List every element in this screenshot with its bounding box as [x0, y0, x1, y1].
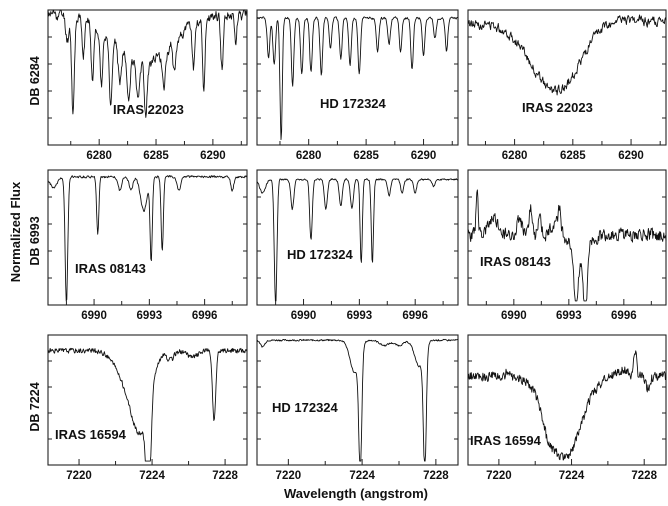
x-tick-label: 6996: [402, 310, 428, 322]
y-axis-label: Normalized Flux: [8, 181, 23, 282]
spectrum-line: [256, 16, 459, 141]
x-tick-label: 6285: [353, 150, 379, 162]
panel-2-2: 7220 7224 7228 IRAS 16594: [467, 334, 667, 482]
panel-frame: [47, 169, 248, 306]
row-label-db-6284: DB 6284: [28, 56, 42, 105]
x-tick-label: 6993: [347, 310, 373, 322]
spectrum-line: [467, 189, 667, 302]
x-tick-label: 7228: [631, 470, 657, 482]
x-tick-label: 6990: [81, 310, 107, 322]
x-tick-label: 7224: [559, 470, 585, 482]
panel-title: IRAS 16594: [470, 433, 542, 448]
panel-frame: [467, 9, 667, 146]
x-tick-label: 6990: [291, 310, 317, 322]
panel-frame: [256, 169, 459, 306]
x-tick-label: 7220: [486, 470, 512, 482]
x-tick-label: 6285: [560, 150, 586, 162]
x-tick-label: 6285: [143, 150, 169, 162]
panel-frame: [47, 334, 248, 466]
panel-frame: [47, 9, 248, 146]
x-tick-label: 6280: [502, 150, 528, 162]
panel-2-1: 7220 7224 7228 HD 172324: [256, 334, 459, 482]
panel-title: HD 172324: [287, 247, 354, 262]
panel-0-2: 6280 6285 6290 IRAS 22023: [467, 9, 667, 162]
spectrum-line: [256, 178, 459, 302]
x-tick-label: 6993: [137, 310, 163, 322]
panel-title: IRAS 08143: [480, 254, 551, 269]
x-tick-label: 6996: [611, 310, 637, 322]
spectrum-line: [47, 347, 248, 462]
spectrum-line: [47, 9, 248, 118]
x-axis-label: Wavelength (angstrom): [284, 486, 428, 501]
panel-title: HD 172324: [320, 96, 387, 111]
row-label-db-7224: DB 7224: [28, 382, 42, 431]
x-tick-label: 6280: [296, 150, 322, 162]
panel-1-2: 6990 6993 6996 IRAS 08143: [467, 169, 667, 322]
spectrum-line: [467, 14, 667, 96]
x-tick-label: 7228: [212, 470, 238, 482]
panel-title: IRAS 22023: [522, 100, 593, 115]
x-tick-label: 6280: [86, 150, 112, 162]
panel-title: IRAS 22023: [113, 102, 184, 117]
x-tick-label: 7220: [276, 470, 302, 482]
panel-2-0: 7220 7224 7228 IRAS 16594: [47, 334, 248, 482]
x-tick-label: 6290: [411, 150, 437, 162]
row-label-db-6993: DB 6993: [28, 216, 42, 265]
x-tick-label: 7224: [349, 470, 375, 482]
spectrum-line: [467, 350, 667, 461]
panel-1-1: 6990 6993 6996 HD 172324: [256, 169, 459, 322]
x-tick-label: 6993: [556, 310, 582, 322]
panel-0-0: 6280 6285 6290 IRAS 22023: [47, 9, 248, 162]
panel-0-1: 6280 6285 6290 HD 172324: [256, 9, 459, 162]
panel-title: HD 172324: [272, 400, 339, 415]
spectrum-line: [257, 338, 459, 462]
x-tick-label: 7224: [139, 470, 165, 482]
x-tick-label: 6990: [501, 310, 527, 322]
panel-1-0: 6990 6993 6996 IRAS 08143: [47, 169, 248, 322]
panel-title: IRAS 08143: [75, 261, 146, 276]
x-tick-label: 6290: [618, 150, 644, 162]
x-tick-label: 6290: [200, 150, 226, 162]
x-tick-label: 7220: [66, 470, 92, 482]
x-tick-label: 6996: [192, 310, 218, 322]
panel-frame: [256, 334, 459, 466]
panels-group: 6280 6285 6290 IRAS 22023 6280 6285 6290 HD 172…: [47, 9, 667, 482]
spectrum-line: [47, 175, 248, 302]
x-tick-label: 7228: [423, 470, 449, 482]
panel-frame: [467, 334, 667, 466]
panel-title: IRAS 16594: [55, 427, 127, 442]
panel-frame: [256, 9, 459, 146]
